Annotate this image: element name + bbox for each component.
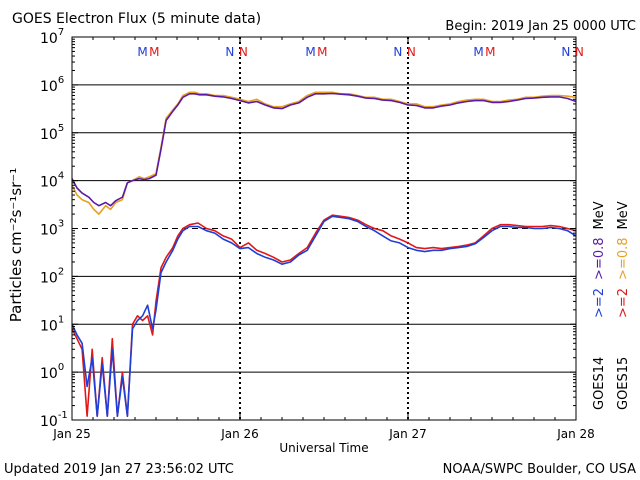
y-tick-exponent: 7: [58, 27, 64, 38]
series-line-1: [71, 92, 577, 207]
y-tick-label: 102: [40, 266, 64, 286]
y-tick-exponent: 5: [58, 123, 64, 134]
legend-entry: >=0.8: [592, 237, 607, 279]
satellite-marker: N: [407, 45, 416, 59]
y-tick-exponent: 4: [58, 171, 64, 182]
x-axis-ticks: Jan 25 Jan 26 Jan 27 Jan 28: [52, 37, 595, 441]
series-line-3: [71, 215, 577, 418]
series-line-0: [71, 91, 577, 215]
y-tick-label: 101: [40, 314, 64, 334]
legend-satellite-label: GOES15: [616, 357, 631, 410]
grid: [72, 84, 576, 373]
day-dividers: [239, 37, 409, 420]
y-tick-exponent: 3: [58, 219, 64, 230]
y-tick-exponent: 2: [58, 266, 64, 277]
legend-entry: MeV: [592, 201, 607, 229]
satellite-marker: N: [239, 45, 248, 59]
x-tick-label: Jan 26: [220, 427, 259, 441]
y-tick-exponent: -1: [58, 410, 68, 421]
legend-entries: >=2 >=0.8 MeV: [592, 201, 607, 318]
credit-text: NOAA/SWPC Boulder, CO USA: [443, 462, 636, 477]
y-tick-label: 103: [40, 219, 64, 239]
x-axis-label: Universal Time: [279, 441, 368, 455]
satellite-marker: M: [485, 45, 495, 59]
chart-title: GOES Electron Flux (5 minute data): [12, 11, 261, 27]
satellite-marker: M: [317, 45, 327, 59]
y-tick-label: 107: [40, 27, 64, 47]
y-axis-label: Particles cm⁻²s⁻¹sr⁻¹: [7, 168, 25, 322]
legend: GOES14 >=2 >=0.8 MeV GOES15 >=2 >=0.8 MeV: [592, 201, 631, 410]
legend-group-1: GOES15 >=2 >=0.8 MeV: [616, 201, 631, 410]
legend-entry: MeV: [616, 201, 631, 229]
y-tick-exponent: 0: [58, 362, 64, 373]
series-line-2: [71, 214, 577, 418]
y-tick-label: 100: [40, 362, 64, 382]
satellite-marker: M: [149, 45, 159, 59]
legend-entry: >=2: [592, 288, 607, 318]
satellite-marker: N: [575, 45, 584, 59]
y-tick-label: 105: [40, 123, 64, 143]
satellite-marker: N: [393, 45, 402, 59]
updated-timestamp: Updated 2019 Jan 27 23:56:02 UTC: [4, 462, 234, 477]
satellite-marker: M: [473, 45, 483, 59]
satellite-marker: M: [305, 45, 315, 59]
legend-entries: >=2 >=0.8 MeV: [616, 201, 631, 318]
y-tick-label: 104: [40, 171, 64, 191]
satellite-marker: N: [561, 45, 570, 59]
x-tick-label: Jan 28: [556, 427, 595, 441]
legend-entry: >=2: [616, 288, 631, 318]
satellite-marker: N: [225, 45, 234, 59]
series-lines: [71, 91, 577, 418]
legend-satellite-label: GOES14: [592, 357, 607, 410]
x-tick-label: Jan 25: [52, 427, 91, 441]
x-tick-label: Jan 27: [388, 427, 427, 441]
y-tick-exponent: 6: [58, 75, 64, 86]
y-tick-exponent: 1: [58, 314, 64, 325]
begin-label: Begin: 2019 Jan 25 0000 UTC: [445, 19, 636, 34]
satellite-marker: M: [137, 45, 147, 59]
legend-group-0: GOES14 >=2 >=0.8 MeV: [592, 201, 607, 410]
legend-entry: >=0.8: [616, 237, 631, 279]
y-tick-label: 106: [40, 75, 64, 95]
